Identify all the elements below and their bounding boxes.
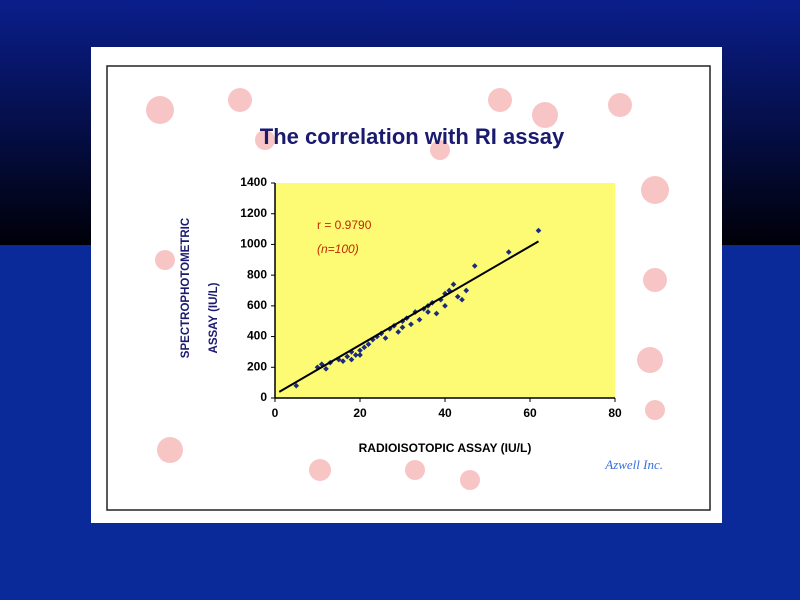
point [361,344,368,351]
point [416,316,423,323]
y-tick-label: 1200 [240,206,267,220]
y-tick-label: 600 [247,298,267,312]
y-tick-label: 400 [247,329,267,343]
annotation: (n=100) [317,242,359,256]
x-tick-label: 20 [353,406,367,420]
y-tick-label: 800 [247,267,267,281]
y-axis-label: SPECTROPHOTOMETRIC [180,218,192,358]
y-tick-label: 1400 [240,175,267,189]
flower-decoration [146,88,669,490]
point [399,324,406,331]
y-tick-label: 0 [260,390,267,404]
point [505,249,512,255]
point [408,321,414,328]
point [323,365,329,372]
point [365,341,372,348]
y-tick-label: 1000 [240,237,267,251]
point [344,353,351,360]
credit: Azwell Inc. [604,457,663,472]
chart-title: The correlation with RI assay [260,124,565,149]
x-axis-label: RADIOISOTOPIC ASSAY (IU/L) [359,441,532,455]
trend-line [278,240,540,393]
point [357,347,363,354]
point [425,309,431,315]
y-axis-label: ASSAY (IU/L) [208,282,220,353]
point [454,293,461,300]
x-tick-label: 40 [438,406,452,420]
point [340,358,346,364]
point [535,227,542,234]
point [348,356,355,363]
point [433,310,440,317]
x-tick-label: 80 [608,406,622,420]
point [293,382,300,389]
point [459,296,465,303]
point [352,352,359,358]
point [382,335,389,341]
point [395,329,402,335]
panel-border [106,65,711,511]
point [450,281,457,288]
y-tick-label: 200 [247,359,267,373]
point [471,263,478,269]
x-tick-label: 0 [272,406,279,420]
point [357,352,363,358]
point [463,287,470,294]
point [442,303,448,309]
x-tick-label: 60 [523,406,537,420]
annotation: r = 0.9790 [317,218,372,232]
